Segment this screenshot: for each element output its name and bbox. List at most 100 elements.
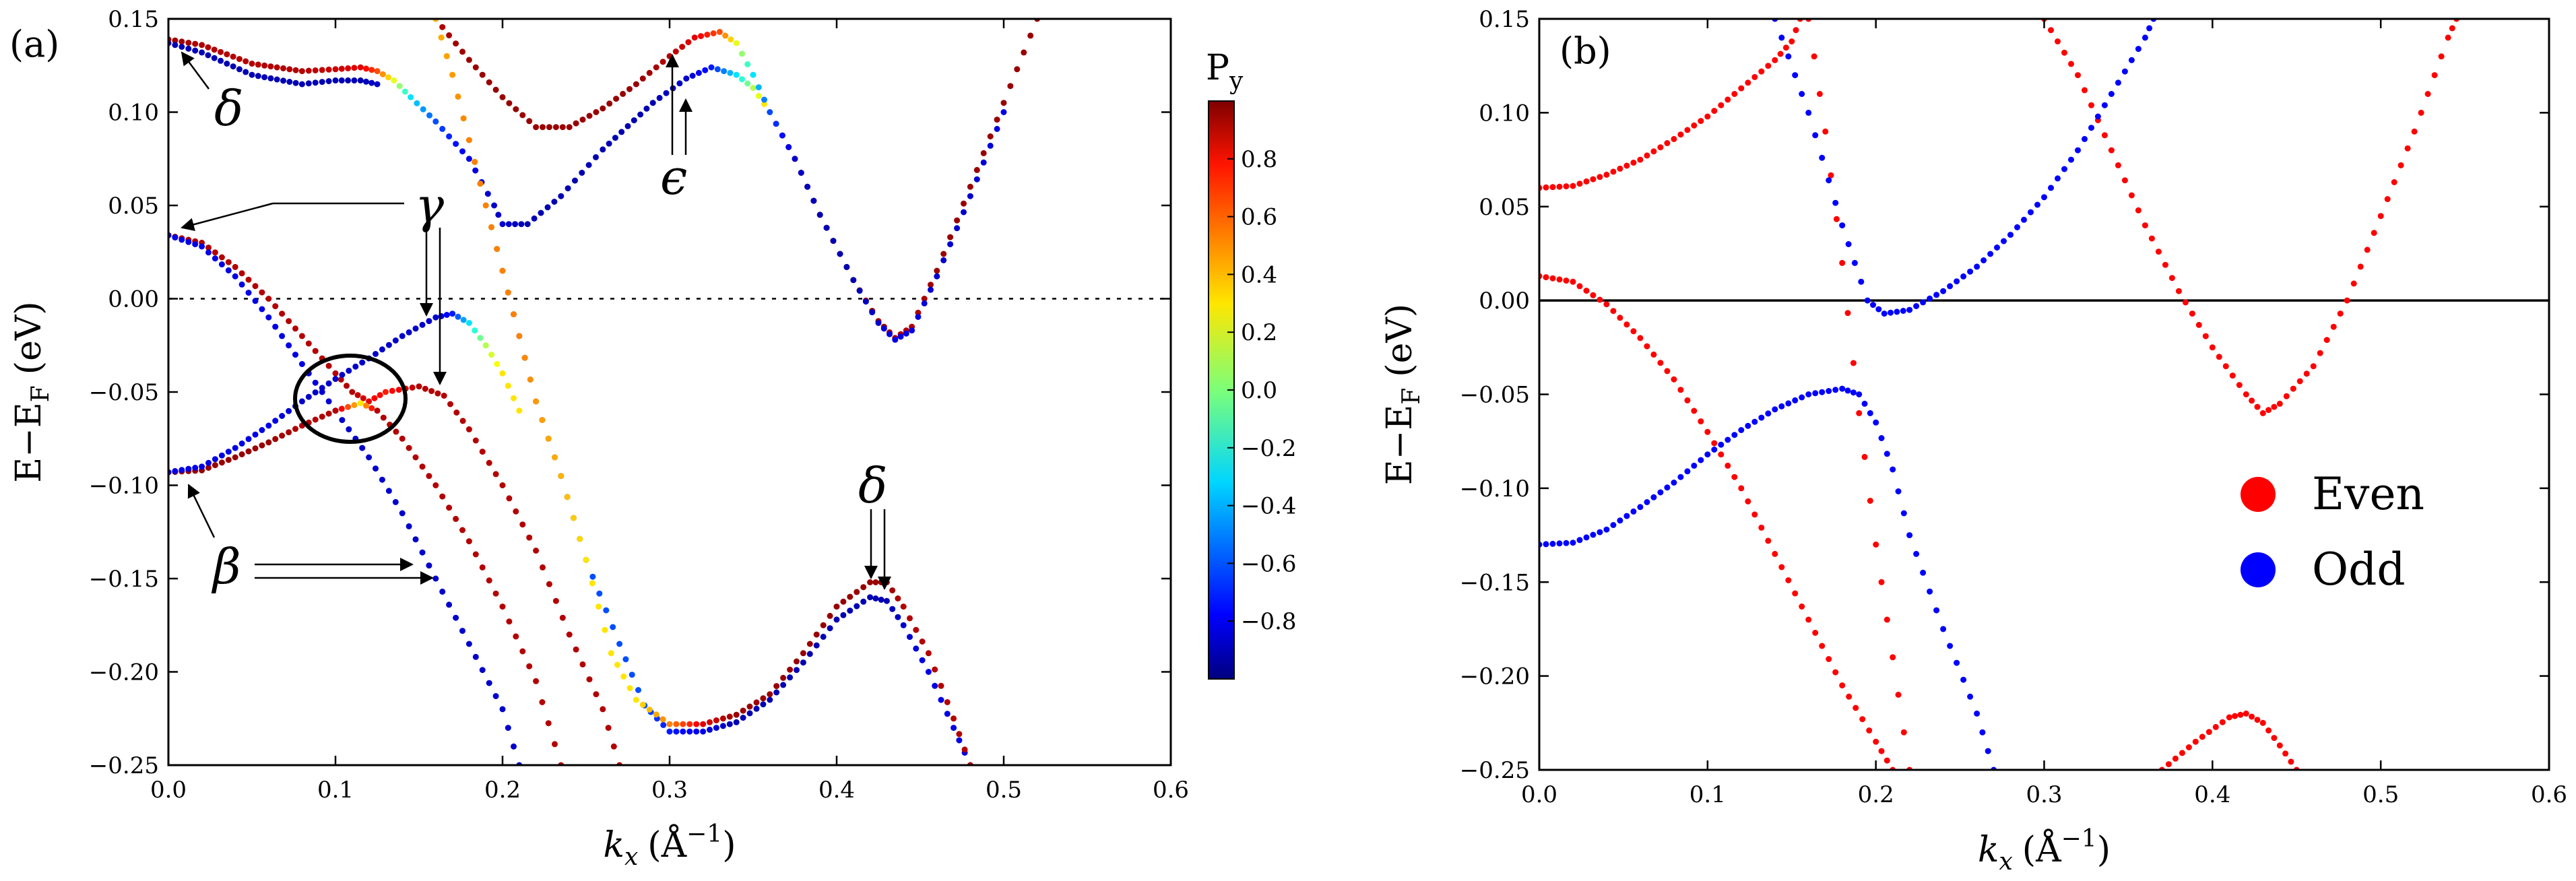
colorbar: Py 0.8 0.6 0.4 0.2 0.0 −0.2 −0.4 −0.6 −0.8 — [1206, 48, 1297, 680]
x-tick-label: 0.6 — [2531, 781, 2567, 808]
delta-top-arrow — [181, 51, 210, 90]
data-point — [1845, 241, 1852, 247]
data-point — [199, 243, 205, 250]
data-point — [994, 117, 1000, 123]
data-point — [1913, 550, 1920, 557]
x-tick-label: 0.4 — [818, 777, 855, 804]
data-point — [940, 251, 947, 257]
data-point — [921, 296, 928, 302]
data-point — [279, 311, 286, 317]
data-point — [312, 379, 319, 386]
data-point — [399, 435, 406, 442]
data-point — [455, 313, 461, 320]
data-point — [1691, 122, 1698, 129]
data-point — [1789, 38, 1795, 44]
data-point — [967, 183, 973, 190]
data-point — [352, 363, 359, 370]
data-point — [1805, 391, 1812, 397]
data-point — [850, 277, 857, 284]
data-point — [2337, 311, 2344, 317]
y-tick-label: 0.00 — [1479, 288, 1530, 315]
data-point — [513, 508, 519, 515]
data-point — [2082, 135, 2088, 142]
data-point — [840, 598, 847, 605]
data-point — [1691, 407, 1698, 414]
data-point — [951, 715, 957, 722]
data-point — [286, 79, 293, 85]
data-point — [1772, 57, 1778, 63]
data-point — [472, 437, 479, 444]
data-point — [633, 696, 639, 703]
data-point — [1630, 160, 1637, 166]
data-point — [938, 696, 944, 703]
y-tick-label: 0.15 — [1479, 6, 1530, 33]
data-point — [2226, 714, 2232, 721]
data-point — [860, 584, 867, 591]
data-point — [172, 37, 179, 44]
data-point — [1785, 53, 1792, 60]
data-point — [232, 454, 238, 461]
data-point — [695, 69, 702, 76]
data-point — [956, 731, 963, 738]
data-point — [744, 61, 751, 67]
series-1 — [168, 40, 381, 88]
data-point — [1657, 144, 1664, 151]
data-point — [2061, 166, 2067, 172]
data-point — [441, 393, 447, 399]
data-point — [513, 106, 519, 112]
data-point — [1731, 432, 1738, 438]
data-point — [185, 40, 192, 46]
data-point — [1792, 397, 1799, 403]
data-point — [1637, 335, 1644, 341]
data-point — [494, 361, 501, 367]
y-tick-label: −0.25 — [1460, 757, 1530, 784]
data-point — [272, 323, 279, 330]
data-point — [526, 663, 533, 670]
data-point — [593, 691, 600, 698]
data-point — [1832, 669, 1839, 676]
data-point — [2271, 735, 2278, 742]
data-point — [739, 76, 745, 83]
data-point — [1570, 278, 1576, 285]
data-point — [459, 527, 465, 533]
data-point — [1850, 360, 1857, 366]
data-point — [373, 465, 379, 472]
data-point — [2317, 350, 2323, 356]
data-point — [1704, 428, 1711, 435]
data-point — [600, 706, 606, 713]
data-point — [767, 696, 773, 703]
data-point — [1617, 165, 1623, 172]
data-point — [305, 393, 312, 400]
data-point — [1590, 292, 1597, 298]
data-point — [626, 86, 633, 92]
panel-a-label: (a) — [9, 23, 59, 65]
data-point — [733, 40, 740, 46]
data-point — [408, 94, 414, 100]
data-point — [2209, 344, 2216, 351]
data-point — [1878, 579, 1885, 585]
data-point — [255, 73, 261, 79]
data-point — [980, 159, 987, 166]
y-tick-label: −0.15 — [1460, 569, 1530, 596]
data-point — [298, 398, 305, 405]
data-point — [892, 336, 899, 343]
data-point — [2021, 216, 2027, 223]
data-point — [426, 562, 432, 569]
data-point — [446, 133, 453, 139]
data-point — [1657, 360, 1664, 366]
data-point — [439, 125, 446, 132]
data-point — [1637, 156, 1644, 163]
data-point — [613, 96, 620, 102]
data-point — [1888, 309, 1894, 316]
data-point — [2418, 109, 2424, 116]
data-point — [1785, 400, 1792, 407]
data-point — [465, 137, 472, 143]
data-point — [794, 667, 800, 674]
data-point — [1590, 176, 1597, 183]
data-point — [1725, 96, 1731, 103]
data-point — [643, 105, 650, 112]
data-point — [2254, 717, 2261, 723]
data-point — [2259, 719, 2266, 726]
data-point — [546, 581, 552, 587]
data-point — [472, 551, 479, 558]
